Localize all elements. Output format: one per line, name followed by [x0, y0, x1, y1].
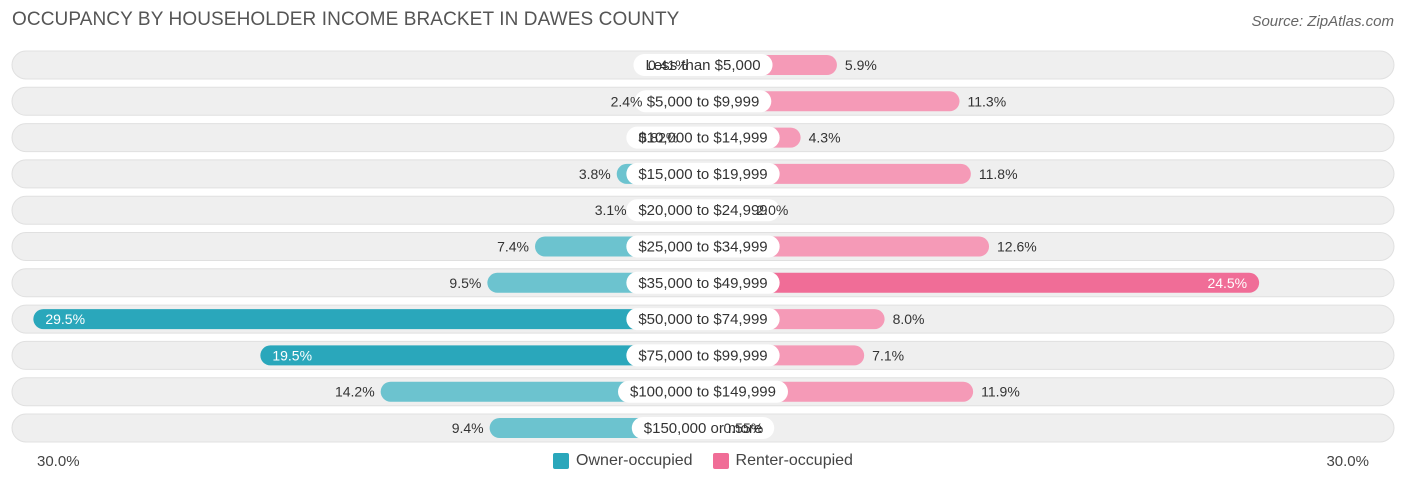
renter-value-label: 2.0%	[756, 202, 788, 218]
axis-left-label: 30.0%	[37, 453, 80, 470]
renter-value-label: 5.9%	[845, 57, 877, 73]
category-label: $25,000 to $34,999	[638, 239, 767, 256]
owner-value-label: 3.8%	[579, 166, 611, 182]
category-label: $150,000 or more	[644, 420, 762, 437]
renter-value-label: 4.3%	[809, 130, 841, 146]
owner-value-label: 9.4%	[452, 420, 484, 436]
category-label: $15,000 to $19,999	[638, 166, 767, 183]
renter-value-label: 7.1%	[872, 347, 904, 363]
legend-owner: Owner-occupied	[553, 452, 693, 470]
legend: Owner-occupied Renter-occupied	[0, 452, 1406, 470]
category-label-pill	[633, 54, 773, 76]
renter-value-label: 12.6%	[997, 239, 1037, 255]
legend-renter-swatch	[712, 453, 729, 469]
owner-value-label: 2.4%	[611, 93, 643, 109]
chart-title: OCCUPANCY BY HOUSEHOLDER INCOME BRACKET …	[12, 9, 680, 30]
category-label: $20,000 to $24,999	[638, 202, 767, 219]
category-label-pill	[634, 90, 772, 113]
category-label-pill	[618, 380, 788, 403]
renter-value-label: 24.5%	[1207, 275, 1247, 291]
owner-value-label: 7.4%	[497, 239, 529, 255]
owner-value-label: 14.2%	[335, 384, 375, 400]
owner-value-label: 3.1%	[595, 202, 627, 218]
category-label-pill	[626, 199, 780, 222]
owner-value-label: 0.41%	[648, 57, 688, 73]
category-label: $35,000 to $49,999	[638, 275, 767, 292]
legend-owner-label: Owner-occupied	[576, 452, 693, 469]
renter-value-label: 11.3%	[968, 93, 1007, 109]
legend-owner-swatch	[553, 453, 570, 469]
legend-renter: Renter-occupied	[712, 452, 853, 470]
category-label: $10,000 to $14,999	[638, 130, 767, 147]
owner-value-label: 19.5%	[272, 347, 312, 363]
legend-renter-label: Renter-occupied	[735, 452, 853, 469]
renter-bar	[703, 272, 1260, 293]
renter-value-label: 11.8%	[979, 166, 1018, 182]
category-label-pill	[626, 271, 780, 294]
renter-value-label: 11.9%	[981, 384, 1020, 400]
source-note: Source: ZipAtlas.com	[1251, 13, 1394, 30]
category-label: $75,000 to $99,999	[638, 347, 767, 364]
owner-value-label: 0.82%	[639, 130, 679, 146]
category-label: $50,000 to $74,999	[638, 311, 767, 328]
category-label: Less than $5,000	[645, 57, 760, 74]
category-label: $100,000 to $149,999	[630, 384, 776, 401]
category-label-pill	[626, 162, 780, 185]
owner-bar	[33, 309, 704, 330]
category-label-pill	[626, 126, 780, 149]
category-label: $5,000 to $9,999	[647, 93, 760, 110]
axis-right-label: 30.0%	[1326, 453, 1369, 470]
category-label-pill	[626, 308, 780, 331]
renter-value-label: 8.0%	[893, 311, 925, 327]
owner-value-label: 9.5%	[449, 275, 481, 291]
category-label-pill	[626, 235, 780, 258]
category-label-pill	[626, 344, 780, 367]
owner-value-label: 29.5%	[45, 311, 85, 327]
renter-value-label: 0.55%	[723, 420, 763, 436]
owner-bar	[260, 345, 703, 366]
category-label-pill	[631, 417, 775, 439]
